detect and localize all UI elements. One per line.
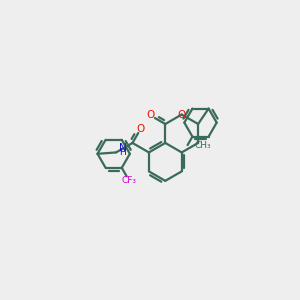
- Text: O: O: [137, 124, 145, 134]
- Text: CH₃: CH₃: [194, 140, 211, 149]
- Text: O: O: [178, 110, 186, 119]
- Text: CF₃: CF₃: [121, 176, 136, 185]
- Text: H: H: [119, 148, 126, 157]
- Text: O: O: [146, 110, 154, 121]
- Text: N: N: [118, 143, 126, 153]
